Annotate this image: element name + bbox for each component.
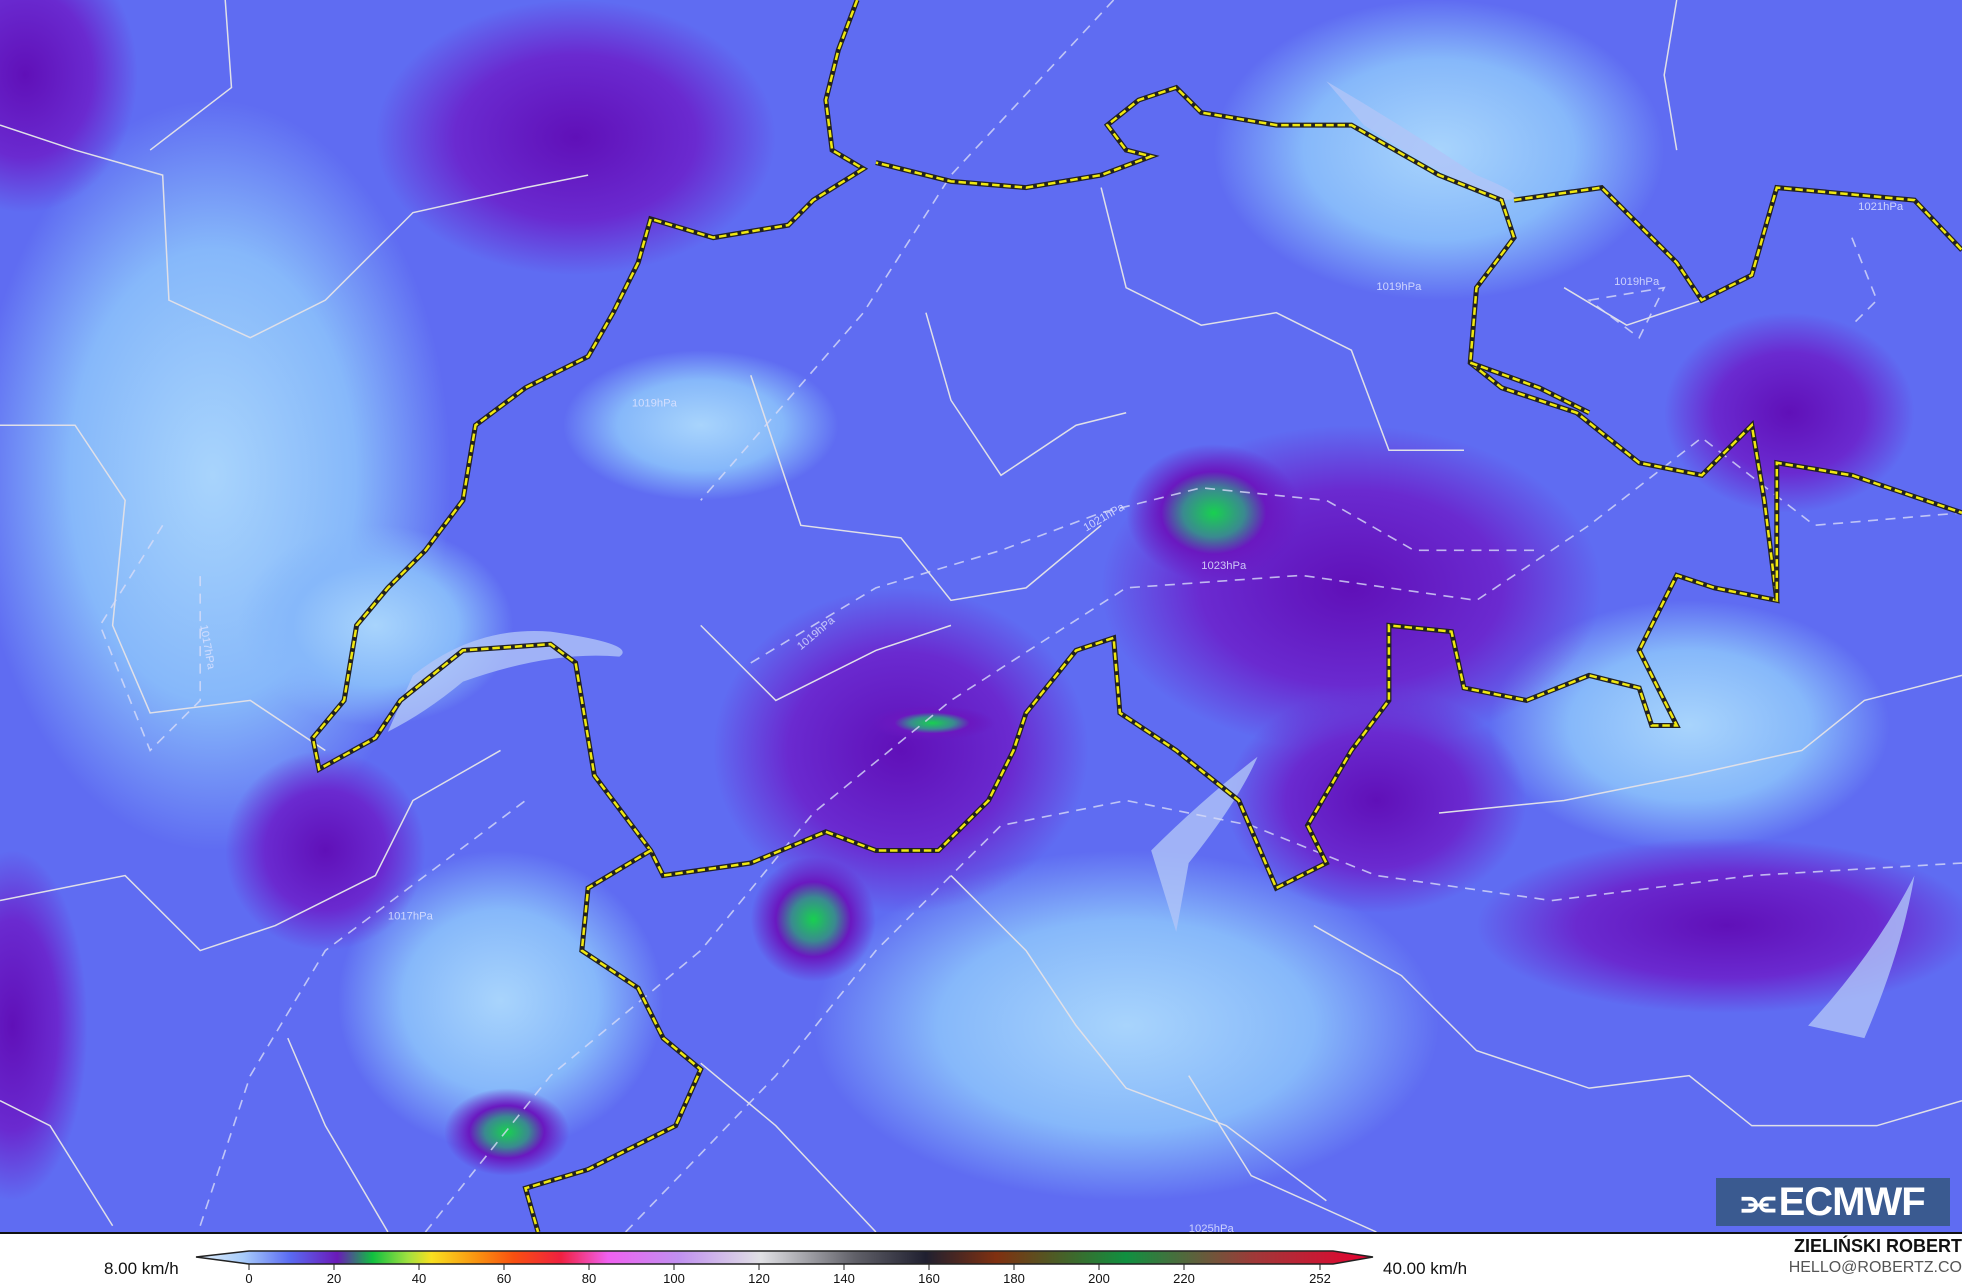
isobars bbox=[99, 0, 1962, 1232]
colorbar-tick-label: 140 bbox=[833, 1271, 855, 1286]
colorbar-gradient bbox=[195, 1250, 1374, 1265]
colorbar-tick-label: 220 bbox=[1173, 1271, 1195, 1286]
colorbar-tick-label: 80 bbox=[581, 1271, 597, 1286]
svg-text:1019hPa: 1019hPa bbox=[1376, 281, 1422, 293]
colorbar-ticks bbox=[248, 1264, 1321, 1270]
colorbar-tick-label: 160 bbox=[918, 1271, 940, 1286]
colorbar-tick-label: 200 bbox=[1088, 1271, 1110, 1286]
colorbar-min-label: 8.00 km/h bbox=[104, 1259, 179, 1278]
svg-text:1019hPa: 1019hPa bbox=[632, 397, 678, 409]
colorbar-tick-label: 100 bbox=[663, 1271, 685, 1286]
high-wind-areas bbox=[0, 0, 1962, 1201]
ecmwf-logo: ⫘ ECMWF bbox=[1716, 1178, 1950, 1226]
author-credit: ZIELIŃSKI ROBERT HELLO@ROBERTZ.CO bbox=[1789, 1236, 1962, 1277]
country-border-switzerland bbox=[313, 0, 1962, 1232]
author-name: ZIELIŃSKI ROBERT bbox=[1793, 1236, 1962, 1256]
author-email: HELLO@ROBERTZ.CO bbox=[1788, 1259, 1962, 1276]
colorbar bbox=[195, 1250, 1374, 1270]
logo-text: ECMWF bbox=[1778, 1179, 1926, 1224]
svg-text:1025hPa: 1025hPa bbox=[1189, 1223, 1235, 1234]
svg-text:1023hPa: 1023hPa bbox=[1201, 560, 1247, 572]
ecmwf-logo-icon: ⫘ bbox=[1741, 1180, 1775, 1223]
colorbar-tick-label: 180 bbox=[1003, 1271, 1025, 1286]
svg-text:1019hPa: 1019hPa bbox=[1614, 276, 1660, 288]
svg-text:1017hPa: 1017hPa bbox=[388, 910, 434, 922]
wind-speed-map: 1017hPa 1017hPa 1019hPa 1019hPa 1019hPa … bbox=[0, 0, 1962, 1234]
admin-borders bbox=[0, 0, 1962, 1232]
svg-text:1021hPa: 1021hPa bbox=[1858, 201, 1904, 213]
colorbar-tick-label: 120 bbox=[748, 1271, 770, 1286]
colorbar-tick-label: 40 bbox=[411, 1271, 427, 1286]
colorbar-max-label: 40.00 km/h bbox=[1383, 1259, 1468, 1278]
colorbar-tick-label: 0 bbox=[245, 1271, 253, 1286]
colorbar-tick-label: 20 bbox=[326, 1271, 342, 1286]
colorbar-tick-label: 60 bbox=[496, 1271, 512, 1286]
colorbar-tick-label: 252 bbox=[1309, 1271, 1331, 1286]
